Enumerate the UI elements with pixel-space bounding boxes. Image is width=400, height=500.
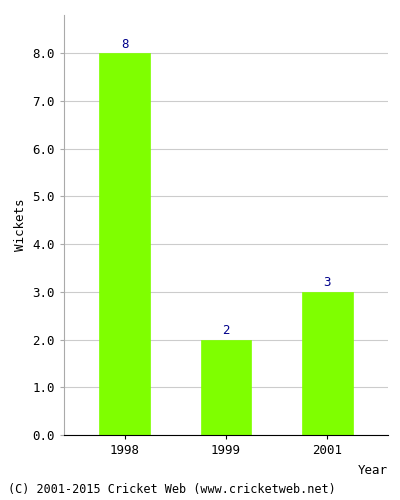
Bar [302, 292, 352, 435]
Y-axis label: Wickets: Wickets [14, 198, 27, 251]
Text: 2: 2 [222, 324, 230, 337]
Bar [100, 53, 150, 435]
Text: 3: 3 [324, 276, 331, 289]
Text: (C) 2001-2015 Cricket Web (www.cricketweb.net): (C) 2001-2015 Cricket Web (www.cricketwe… [8, 482, 336, 496]
Text: Year: Year [358, 464, 388, 477]
Text: 8: 8 [121, 38, 128, 51]
Bar [201, 340, 251, 435]
